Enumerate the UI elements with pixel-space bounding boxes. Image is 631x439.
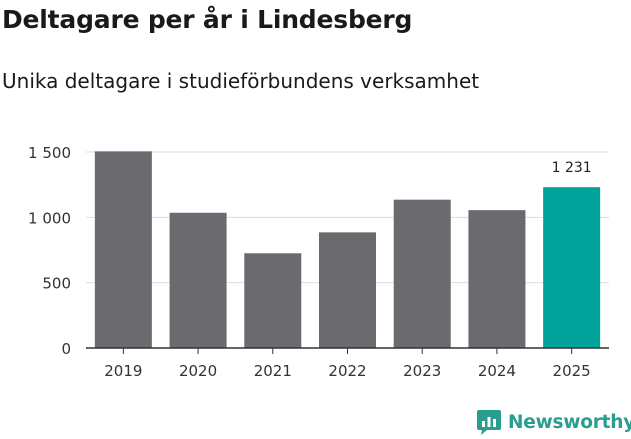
x-tick-label: 2023 <box>403 362 441 380</box>
brand-logo: Newsworthy <box>476 407 631 437</box>
bar <box>94 151 152 348</box>
bar <box>244 253 302 348</box>
x-tick-label: 2022 <box>328 362 366 380</box>
y-tick-label: 500 <box>42 275 71 293</box>
x-tick-label: 2019 <box>104 362 142 380</box>
bar <box>319 232 376 348</box>
data-label: 1 231 <box>552 160 592 176</box>
x-tick-label: 2020 <box>179 362 217 380</box>
y-tick-label: 1 500 <box>28 144 71 162</box>
bar <box>393 199 451 348</box>
bar <box>169 212 227 348</box>
chart-subtitle: Unika deltagare i studieförbundens verks… <box>2 69 480 93</box>
x-tick-label: 2025 <box>553 362 591 380</box>
y-tick-label: 1 000 <box>28 209 71 227</box>
bar <box>543 187 601 348</box>
newsworthy-logo-icon <box>477 410 501 435</box>
chart-title: Deltagare per år i Lindesberg <box>2 5 413 34</box>
bar <box>468 210 526 348</box>
y-tick-label: 0 <box>61 340 71 358</box>
x-tick-label: 2024 <box>478 362 516 380</box>
x-tick-label: 2021 <box>254 362 292 380</box>
brand-name: Newsworthy <box>508 411 631 433</box>
